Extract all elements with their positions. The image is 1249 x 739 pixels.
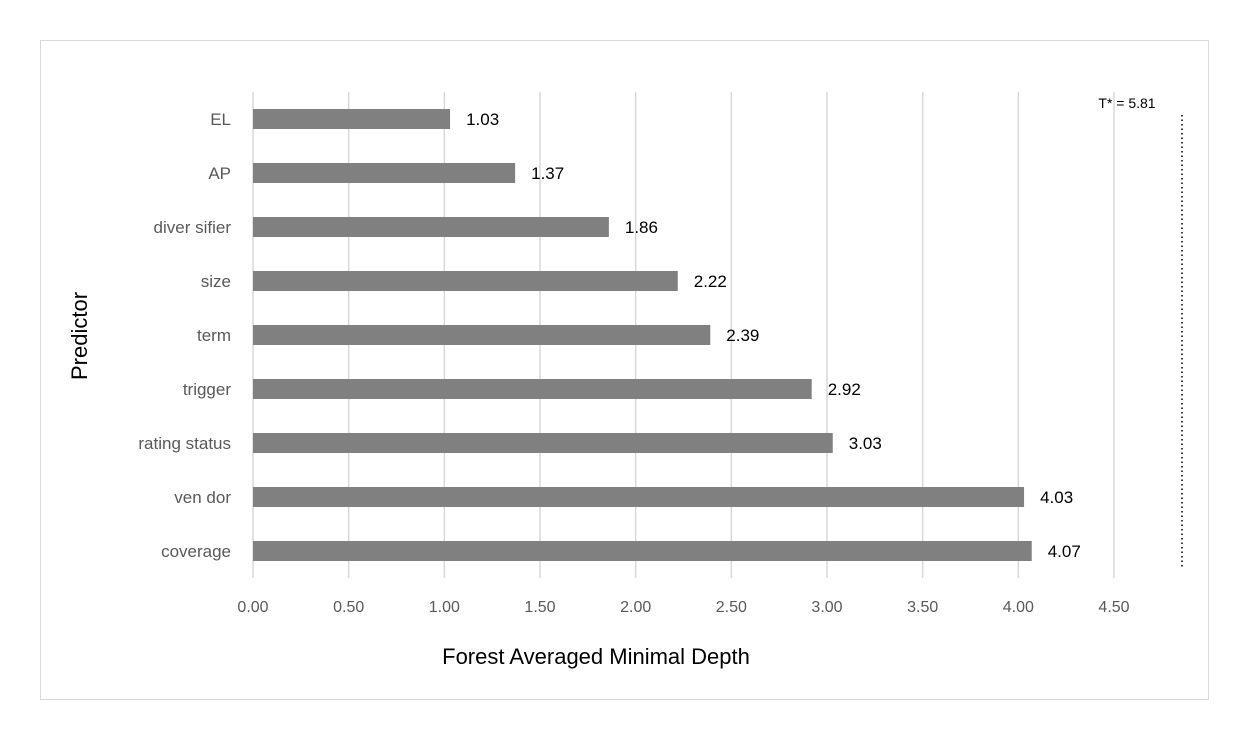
category-label: term	[197, 326, 231, 345]
chart-frame	[40, 40, 1209, 700]
bar	[253, 487, 1025, 507]
x-axis-title: Forest Averaged Minimal Depth	[442, 644, 750, 669]
x-tick-label: 1.50	[524, 599, 555, 616]
data-label: 1.03	[466, 110, 499, 129]
bar	[253, 109, 451, 129]
bar	[253, 379, 812, 399]
category-label: AP	[208, 164, 231, 183]
category-label: size	[201, 272, 231, 291]
x-tick-label: 4.50	[1098, 599, 1129, 616]
bar	[253, 541, 1032, 561]
x-tick-label: 2.50	[716, 599, 747, 616]
data-label: 4.03	[1040, 488, 1073, 507]
bar	[253, 325, 711, 345]
x-tick-label: 3.50	[907, 599, 938, 616]
category-label: EL	[210, 110, 231, 129]
y-axis-title: Predictor	[67, 292, 92, 380]
bar	[253, 271, 678, 291]
category-label: coverage	[161, 542, 231, 561]
x-tick-label: 0.50	[333, 599, 364, 616]
x-tick-label: 0.00	[237, 599, 268, 616]
data-label: 2.39	[726, 326, 759, 345]
data-label: 4.07	[1048, 542, 1081, 561]
category-label: trigger	[183, 380, 232, 399]
data-label: 1.37	[531, 164, 564, 183]
bar	[253, 163, 516, 183]
bar	[253, 433, 833, 453]
data-label: 3.03	[849, 434, 882, 453]
data-label: 2.22	[694, 272, 727, 291]
x-tick-label: 3.00	[811, 599, 842, 616]
category-label: rating status	[138, 434, 231, 453]
x-tick-label: 1.00	[429, 599, 460, 616]
data-label: 1.86	[625, 218, 658, 237]
category-label: ven dor	[174, 488, 231, 507]
threshold-annotation-label: T* = 5.81	[1098, 95, 1155, 111]
labels: 0.00 0.50 1.00 1.50 2.00 2.50 3.00 3.50 4.00 4.50…	[138, 110, 1129, 616]
x-tick-label: 4.00	[1003, 599, 1034, 616]
x-tick-label: 2.00	[620, 599, 651, 616]
bar	[253, 217, 609, 237]
bars	[253, 109, 1032, 561]
data-label: 2.92	[828, 380, 861, 399]
category-label: diver sifier	[154, 218, 232, 237]
